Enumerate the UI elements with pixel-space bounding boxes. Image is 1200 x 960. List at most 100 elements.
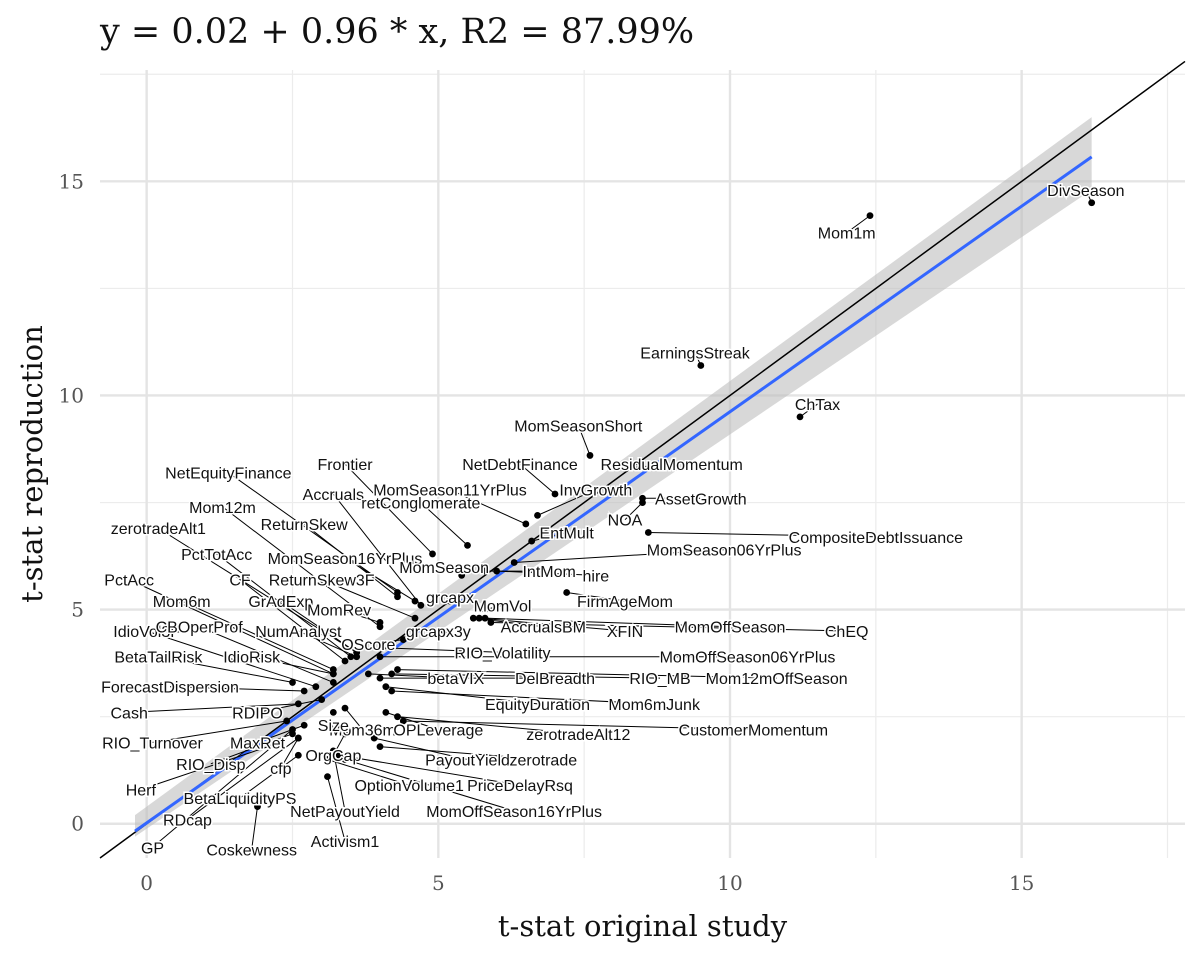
label-connector (391, 647, 503, 653)
data-point (341, 730, 349, 738)
data-point (329, 708, 337, 716)
data-point (388, 644, 396, 652)
data-point (481, 567, 489, 575)
data-point (341, 756, 349, 763)
point-label: ResidualMomentum (601, 457, 743, 474)
label-connector (379, 746, 544, 760)
label-connector (374, 737, 468, 760)
point-label: DelBreadth (515, 671, 595, 688)
point-label: Accruals (303, 487, 364, 504)
label-connector (332, 750, 346, 811)
point-label: RIO_Volatility (454, 645, 550, 662)
point-label: EntMult (540, 526, 595, 543)
data-point (639, 499, 646, 506)
point-label: NetEquityFinance (165, 466, 291, 483)
point-label: MomOffSeason16YrPlus (426, 804, 602, 821)
point-label: OrgCap (305, 748, 361, 765)
label-connector (303, 523, 398, 598)
point-label: IdioVol3F (113, 624, 180, 641)
data-point (335, 751, 343, 759)
data-point (294, 700, 302, 708)
point-label: MomSeason16YrPlus (268, 551, 423, 568)
y-tick-label: 10 (59, 383, 84, 407)
point-label: RIO_MB (629, 671, 690, 688)
point-label: PctTotAcc (181, 547, 252, 564)
data-point (493, 567, 501, 575)
data-point (370, 734, 378, 742)
label-connector (321, 579, 416, 619)
data-point (329, 670, 337, 678)
data-point (1088, 199, 1096, 207)
label-connector-layer (128, 189, 1093, 850)
data-point (411, 614, 419, 622)
label-connector (169, 686, 305, 692)
data-point (329, 679, 337, 686)
point-label: RIO_Turnover (102, 735, 203, 752)
x-axis-title: t-stat original study (498, 909, 788, 943)
label-connector (344, 707, 363, 730)
data-point (464, 541, 471, 549)
data-point (446, 597, 454, 605)
label-connector (251, 656, 334, 675)
point-label: Size (318, 718, 349, 735)
point-label: FirmAgeMom (577, 594, 673, 611)
point-label: Frontier (317, 457, 373, 474)
label-connector (479, 617, 626, 632)
point-label: MomOffSeason (675, 620, 786, 637)
data-point (399, 636, 407, 643)
point-label: grcapx3y (406, 624, 471, 641)
point-label: retConglomerate (361, 496, 480, 513)
data-point (417, 601, 425, 609)
label-connector (332, 493, 422, 606)
label-connector (152, 720, 287, 743)
x-tick-label: 0 (140, 871, 153, 895)
data-point (376, 653, 384, 661)
point-label: XFIN (607, 624, 643, 641)
label-connector (140, 741, 281, 790)
data-point (341, 657, 349, 665)
point-label: Mom12mOffSeason (706, 671, 848, 688)
label-connector (158, 656, 293, 683)
label-connector (624, 502, 643, 521)
data-point (329, 747, 337, 755)
data-point (399, 717, 407, 725)
data-point (300, 687, 308, 695)
data-point (458, 571, 466, 579)
label-connector (152, 729, 293, 848)
data-point (394, 593, 401, 601)
label-connector (128, 579, 334, 675)
y-tick-label: 5 (71, 598, 84, 622)
data-point (586, 452, 594, 459)
point-label: EquityDuration (485, 697, 590, 714)
data-point (644, 529, 652, 536)
point-label: NetDebtFinance (462, 457, 578, 474)
point-label: MomSeasonShort (514, 418, 643, 435)
label-connector (339, 609, 381, 623)
label-connector (222, 506, 381, 628)
data-point (382, 683, 390, 691)
data-point (534, 511, 541, 519)
point-label: Mom1m (818, 226, 876, 243)
point-label: GP (141, 840, 164, 857)
point-label: cfp (270, 761, 291, 778)
data-point (300, 721, 308, 729)
point-label: NumAnalyst (255, 624, 342, 641)
label-connector (344, 463, 433, 555)
label-connector (403, 720, 754, 731)
data-point (289, 726, 296, 733)
data-point (481, 614, 489, 622)
label-connector (239, 579, 346, 662)
data-point (475, 614, 483, 622)
data-point (312, 683, 320, 691)
point-label: MomVol (474, 598, 532, 615)
label-connector (251, 806, 258, 850)
label-connector (187, 737, 299, 820)
point-label: ForecastDispersion (101, 680, 239, 697)
y-axis-title: t-stat reproduction (15, 325, 49, 603)
point-label: BetaLiquidityPS (184, 791, 297, 808)
chart-title: y = 0.02 + 0.96 * x, R2 = 87.99% (100, 12, 695, 52)
data-point (353, 653, 361, 661)
label-connector (391, 690, 655, 705)
point-label: MomSeason06YrPlus (647, 543, 802, 560)
data-point (324, 773, 331, 781)
